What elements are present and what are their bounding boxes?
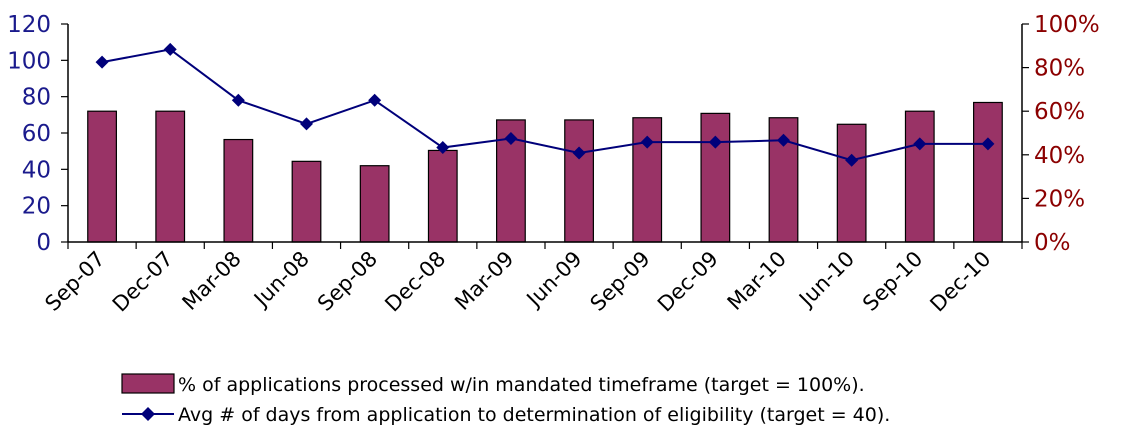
line-point-marker [913,137,927,151]
axes-layer [61,23,1029,249]
x-tick-label: Jun-08 [248,247,314,313]
x-tick-label: Dec-07 [108,247,178,317]
bars-layer [87,101,1003,243]
y-left-tick-label: 80 [22,85,51,111]
bar [427,149,458,243]
line-point-marker [708,135,722,149]
line-point-marker [231,93,245,107]
x-tick-label: Mar-09 [450,247,518,315]
line-point-marker [777,133,790,147]
line-point-marker [300,117,313,131]
bar [359,165,390,243]
line-point-marker [845,153,859,167]
x-tick-label: Mar-10 [723,247,791,315]
y-left-tick-label: 100 [7,48,51,74]
bar [564,119,594,243]
line-series [101,48,988,162]
y-right-tick-label: 0% [1034,230,1071,256]
y-left-tick-label: 60 [22,121,51,147]
bar [291,160,322,243]
bar [87,110,117,243]
bar [700,112,731,243]
line-series-layer [95,42,995,167]
y-right-tick-label: 60% [1034,99,1085,125]
y-right-tick-label: 80% [1034,56,1085,82]
line-point-marker [436,141,450,155]
x-tick-label: Sep-07 [40,247,109,316]
y-right-tick-label: 40% [1034,143,1085,169]
legend-line-label: Avg # of days from application to determ… [178,404,890,426]
legend-bar-label: % of applications processed w/in mandate… [178,374,865,396]
line-point-marker [504,131,518,145]
line-point-marker [572,146,586,160]
legend-line-marker [141,407,155,421]
x-tick-label: Sep-08 [313,247,382,316]
x-tick-label: Jun-10 [793,247,859,313]
line-point-marker [163,42,177,56]
legend-bar-swatch [121,373,175,394]
y-left-tick-label: 120 [7,12,51,38]
y-left-tick-label: 20 [22,194,51,220]
y-left-tick-label: 0 [36,230,51,256]
y-left-tick-label: 40 [22,157,51,183]
y-right-tick-label: 100% [1034,12,1100,38]
line-point-marker [368,93,382,107]
x-tick-label: Mar-08 [178,247,246,315]
line-point-marker [95,55,109,69]
bar [904,110,935,243]
x-tick-label: Dec-10 [926,247,996,317]
x-tick-label: Dec-09 [653,247,723,317]
x-tick-label: Jun-09 [521,247,587,313]
x-tick-label: Sep-09 [586,247,655,316]
line-point-marker [640,135,654,149]
x-tick-label: Sep-10 [858,247,927,316]
line-point-marker [981,137,995,151]
x-tick-label: Dec-08 [380,247,450,317]
bar [223,138,254,243]
bar [973,101,1003,243]
legend: % of applications processed w/in mandate… [121,373,890,426]
bar [836,123,867,243]
bar [155,110,186,243]
y-right-tick-label: 20% [1034,186,1085,212]
